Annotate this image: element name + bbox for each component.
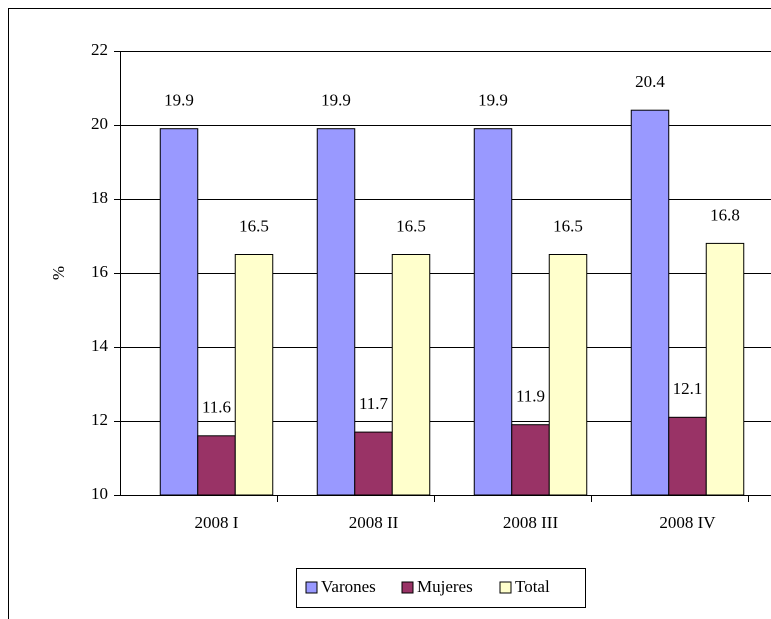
legend-swatch [305,581,318,594]
x-tick-label: 2008 III [503,513,559,532]
y-tick-label: 12 [91,410,108,429]
x-tick-label: 2008 II [349,513,399,532]
y-tick-label: 18 [91,188,108,207]
bar [705,242,745,496]
bar [354,431,393,496]
bar [473,128,513,496]
data-label: 11.6 [202,398,231,417]
data-label: 11.9 [516,387,545,406]
data-label: 16.5 [396,216,426,235]
data-label: 19.9 [321,91,351,110]
x-tick-label: 2008 IV [659,513,716,532]
legend-swatch [499,581,512,594]
bar [511,424,550,496]
legend-label: Varones [321,577,376,596]
bar [316,128,356,496]
y-tick-label: 14 [91,336,109,355]
y-tick-label: 16 [91,262,108,281]
data-label: 20.4 [635,72,665,91]
bar [668,416,707,496]
bar [234,254,274,496]
y-tick-label: 10 [91,484,108,503]
x-tick-label: 2008 I [195,513,239,532]
bar [548,254,588,496]
bar [159,128,199,496]
legend-label: Mujeres [417,577,473,596]
data-label: 19.9 [164,91,194,110]
data-label: 16.8 [710,205,740,224]
legend-swatch [401,581,414,594]
bar [630,109,670,496]
legend-label: Total [515,577,550,596]
data-label: 19.9 [478,91,508,110]
data-label: 12.1 [673,379,703,398]
data-label: 16.5 [239,216,269,235]
y-axis-label: % [49,266,68,280]
y-tick-label: 22 [91,40,108,59]
data-label: 11.7 [359,394,389,413]
legend-box [296,568,586,608]
bar [197,435,236,496]
data-label: 16.5 [553,216,583,235]
y-tick-label: 20 [91,114,108,133]
bar [391,254,431,496]
